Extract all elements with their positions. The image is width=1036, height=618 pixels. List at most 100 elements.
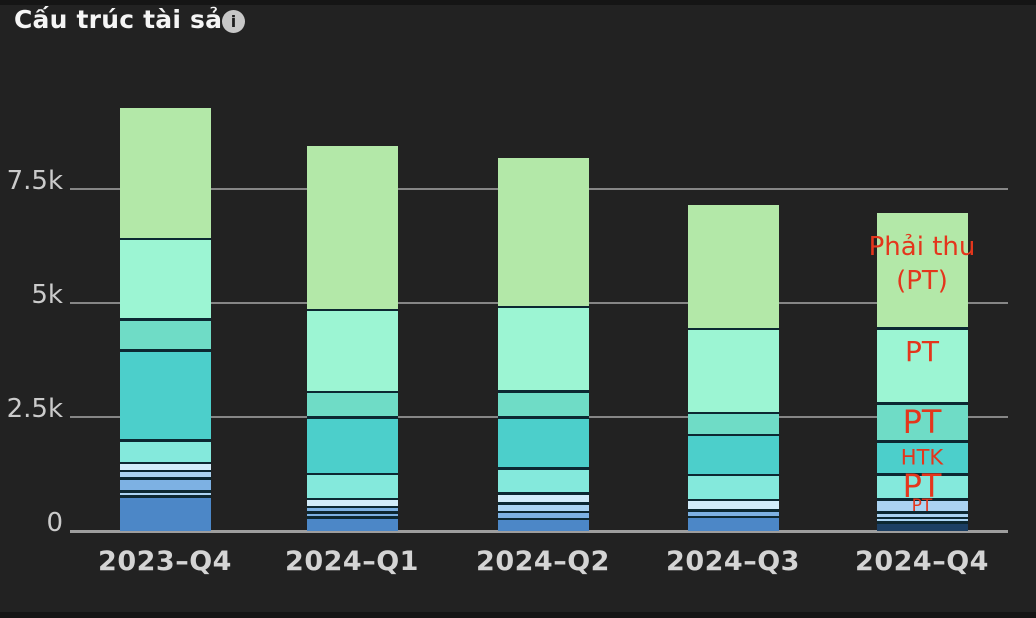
bar-segment-lightblue[interactable]: PT (876, 496, 968, 516)
bar-segment-midblue[interactable] (497, 513, 589, 518)
bar-segment-sep[interactable] (497, 510, 589, 514)
bar-segment-paleblue[interactable] (306, 500, 398, 506)
bar-segment-sep[interactable] (497, 502, 589, 505)
bar-segment-sep[interactable] (687, 473, 779, 477)
bar-segment-green[interactable]: Phải thu (PT) (869, 213, 975, 328)
bar-segment-sep[interactable] (119, 469, 211, 473)
bar-segment-sep[interactable] (306, 416, 398, 419)
bar-segment-sep[interactable] (876, 521, 968, 524)
bar-segment-sep[interactable] (497, 517, 589, 521)
bar-segment-green[interactable] (306, 146, 398, 309)
bar-segment-sep[interactable] (687, 509, 779, 512)
bar-segment-sep[interactable] (306, 511, 398, 514)
bar-segment-lightteal[interactable] (687, 476, 779, 499)
bar-segment-sep[interactable] (497, 467, 589, 470)
bar-segment-sep[interactable] (876, 498, 968, 501)
bar-2024–Q1[interactable] (306, 146, 398, 531)
bar-segment-teal[interactable] (119, 351, 211, 440)
bar-segment-lightteal[interactable] (497, 469, 589, 493)
bar-segment-midblue[interactable] (306, 513, 398, 517)
bar-segment-paleblue[interactable] (497, 494, 589, 503)
bar-segment-sep[interactable] (119, 439, 211, 442)
bar-segment-sep[interactable] (497, 305, 589, 309)
segment-annotation: HTK (900, 445, 944, 470)
bar-segment-sep[interactable] (497, 390, 589, 393)
bar-segment-sep[interactable] (497, 416, 589, 419)
bar-segment-navy[interactable] (876, 523, 968, 531)
bar-segment-sep[interactable] (687, 411, 779, 415)
bar-segment-sep[interactable] (119, 237, 211, 241)
bar-segment-lightteal[interactable] (119, 441, 211, 462)
info-icon[interactable]: i (222, 10, 245, 33)
bar-segment-sep[interactable] (876, 511, 968, 514)
bar-segment-sep[interactable] (119, 349, 211, 352)
bar-segment-sep[interactable] (687, 498, 779, 502)
bar-segment-lightteal[interactable]: PT (876, 467, 968, 505)
bar-segment-sep[interactable] (306, 516, 398, 519)
bar-segment-sep[interactable] (119, 318, 211, 321)
bar-2024–Q2[interactable] (497, 158, 589, 531)
y-axis-tick-label: 5k (31, 280, 63, 311)
bar-segment-lightblue[interactable] (119, 492, 211, 496)
bar-segment-lightblue[interactable] (876, 513, 968, 517)
bar-segment-steelblue[interactable] (306, 518, 398, 531)
bar-segment-mint[interactable]: PT (876, 329, 968, 403)
bar-segment-tealgreen[interactable] (119, 320, 211, 350)
bar-segment-sep[interactable] (497, 492, 589, 495)
bar-segment-sep[interactable] (876, 327, 968, 330)
bar-segment-lightteal[interactable] (306, 475, 398, 498)
bar-segment-sep[interactable] (306, 497, 398, 501)
bar-segment-sep[interactable] (876, 516, 968, 520)
bar-segment-steelblue[interactable] (119, 497, 211, 531)
bar-segment-sep[interactable] (119, 490, 211, 493)
bar-segment-tealgreen[interactable]: PT (876, 403, 968, 441)
bar-segment-tealgreen[interactable] (306, 393, 398, 417)
bar-segment-lightblue[interactable] (119, 472, 211, 478)
bar-2024–Q4[interactable]: PT PT HTK PT PT Phải thu (PT) (869, 213, 975, 531)
bar-segment-paleblue[interactable] (687, 501, 779, 510)
bar-2024–Q3[interactable] (687, 205, 779, 531)
bar-segment-sep[interactable] (687, 327, 779, 331)
bar-segment-mint[interactable] (687, 330, 779, 412)
bar-segment-sep[interactable] (687, 515, 779, 518)
x-axis-label: 2024–Q4 (855, 546, 989, 577)
bar-segment-green[interactable] (497, 158, 589, 306)
bar-segment-tealgreen[interactable] (497, 392, 589, 417)
bar-segment-midblue[interactable] (306, 508, 398, 512)
x-axis-line (70, 529, 1008, 533)
bar-segment-teal[interactable] (497, 418, 589, 468)
bar-segment-sep[interactable] (119, 477, 211, 480)
bar-segment-sep[interactable] (876, 473, 968, 476)
bar-segment-lightblue[interactable] (497, 504, 589, 511)
bar-segment-sep[interactable] (306, 390, 398, 394)
bar-segment-green[interactable] (687, 205, 779, 328)
bar-segment-steelblue[interactable] (687, 518, 779, 531)
bar-segment-sep[interactable] (687, 433, 779, 437)
x-axis-label: 2024–Q1 (285, 546, 419, 577)
bar-segment-teal[interactable] (687, 436, 779, 474)
bar-segment-mint[interactable] (119, 240, 211, 319)
bar-segment-sep[interactable] (306, 308, 398, 312)
bar-2023–Q4[interactable] (119, 108, 211, 531)
bar-segment-mint[interactable] (306, 311, 398, 391)
chart-title: Cấu trúc tài sản (14, 5, 241, 34)
bar-segment-sep[interactable] (119, 495, 211, 498)
bar-segment-green[interactable] (119, 108, 211, 238)
bar-segment-paleblue[interactable] (119, 464, 211, 470)
bar-segment-sep[interactable] (876, 440, 968, 443)
bar-segment-teal[interactable]: HTK (876, 442, 968, 474)
bar-segment-tealgreen[interactable] (687, 414, 779, 434)
segment-annotation: Phải thu (PT) (868, 232, 976, 297)
bar-segment-sep[interactable] (876, 402, 968, 405)
bar-segment-steelblue[interactable] (497, 520, 589, 531)
y-axis-tick-label: 7.5k (6, 166, 63, 197)
bar-segment-midblue[interactable] (119, 479, 211, 491)
bar-segment-sep[interactable] (119, 461, 211, 465)
bar-segment-teal[interactable] (306, 418, 398, 473)
bar-segment-lightblue[interactable] (876, 519, 968, 522)
bar-segment-sep[interactable] (306, 472, 398, 476)
bar-segment-mint[interactable] (497, 308, 589, 391)
bar-segment-midblue[interactable] (687, 511, 779, 516)
bar-segment-sep[interactable] (306, 505, 398, 509)
